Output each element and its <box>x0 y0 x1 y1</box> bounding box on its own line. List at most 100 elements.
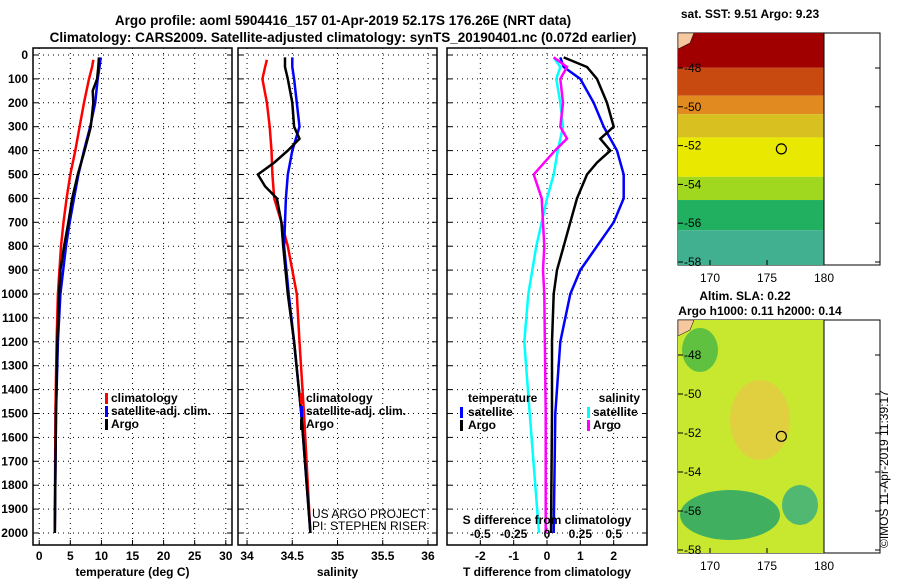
x-tick-label: -1 <box>508 549 519 563</box>
x-tick-label: 10 <box>95 549 109 563</box>
sst-map-title: sat. SST: 9.51 Argo: 9.23 <box>681 7 820 21</box>
x-tick-label: 35.5 <box>371 549 395 563</box>
lat-tick-label: -58 <box>684 543 702 557</box>
series-line-s-argo <box>532 56 569 533</box>
s-diff-tick-label: 0.25 <box>569 527 593 541</box>
legend-label: Argo <box>593 418 621 432</box>
y-tick-label: 200 <box>8 96 28 110</box>
x-tick-label: 15 <box>126 549 140 563</box>
series-line-argo <box>53 57 101 534</box>
series-line-t-satellite <box>552 56 625 534</box>
x-axis-label: temperature (deg C) <box>75 565 189 579</box>
legend-swatch <box>300 393 303 404</box>
title-line-1: Argo profile: aoml 5904416_157 01-Apr-20… <box>115 13 571 28</box>
lat-tick-label: -48 <box>684 61 702 75</box>
lon-tick-label: 180 <box>814 271 834 285</box>
x-tick-label: 34.5 <box>281 549 305 563</box>
profile-panels: 0100200300400500600700800900100011001200… <box>1 47 648 579</box>
x-tick-label: 2 <box>610 549 617 563</box>
legend-label: Argo <box>468 418 496 432</box>
land-coast <box>677 319 695 337</box>
lat-tick-label: -52 <box>684 139 702 153</box>
profile-panel-2: 34 34.5 35 35.5 36 salinity climatologysatelli… <box>237 47 438 579</box>
sst-color-band <box>678 200 824 231</box>
x-tick-label: 1 <box>577 549 584 563</box>
y-tick-label: 600 <box>8 191 28 205</box>
legend-swatch <box>300 419 303 430</box>
legend-title-temperature: temperature <box>468 391 538 405</box>
y-tick-label: 1900 <box>1 502 28 516</box>
maps: sat. SST: 9.51 Argo: 9.23 -48 -50 -52 -54 -56… <box>677 7 881 573</box>
lon-tick-label: 175 <box>757 271 777 285</box>
footer-timestamp: ©IMOS 11-Apr-2019 11:39:17 <box>877 390 891 548</box>
x-tick-label: 0 <box>36 549 43 563</box>
s-diff-axis-label: S difference from climatology <box>463 513 632 527</box>
sst-color-band <box>678 176 824 201</box>
sst-color-band <box>678 137 824 177</box>
y-tick-label: 1000 <box>1 287 28 301</box>
y-tick-label: 1600 <box>1 430 28 444</box>
lat-tick-label: -50 <box>684 100 702 114</box>
lat-tick-label: -54 <box>684 177 702 191</box>
profile-location-marker <box>775 430 787 442</box>
x-tick-label: 30 <box>219 549 233 563</box>
legend-label: Argo <box>111 417 139 431</box>
legend-swatch <box>105 419 108 430</box>
y-tick-label: 1200 <box>1 335 28 349</box>
legend-label: climatology <box>306 391 373 405</box>
sla-map-title: Altim. SLA: 0.22 <box>699 289 791 303</box>
lat-tick-label: -58 <box>684 255 702 269</box>
sst-color-band <box>678 95 824 115</box>
sla-patch <box>682 328 718 372</box>
y-tick-label: 500 <box>8 168 28 182</box>
x-tick-label: 0 <box>544 549 551 563</box>
legend-swatch <box>300 406 303 417</box>
legend-label: satellite-adj. clim. <box>111 404 211 418</box>
x-tick-label: -2 <box>475 549 486 563</box>
land-coast <box>677 32 695 50</box>
lon-tick-label: 175 <box>757 559 777 573</box>
profile-location-marker <box>775 143 787 155</box>
credit-text: PI: STEPHEN RISER <box>312 519 427 533</box>
legend-swatch <box>105 393 108 404</box>
y-tick-label: 400 <box>8 144 28 158</box>
legend-title-salinity: salinity <box>599 391 641 405</box>
y-tick-label: 1400 <box>1 383 28 397</box>
y-tick-label: 1700 <box>1 454 28 468</box>
plot-frame <box>32 47 233 546</box>
x-tick-label: 5 <box>67 549 74 563</box>
legend-swatch <box>587 420 590 431</box>
x-tick-label: 34 <box>240 549 254 563</box>
x-tick-label: 35 <box>331 549 345 563</box>
legend-label: Argo <box>306 417 334 431</box>
series-line-t-argo <box>549 56 616 534</box>
y-tick-label: 1100 <box>2 311 28 325</box>
series-line-s-satellite <box>523 56 565 534</box>
s-diff-tick-label: 0.5 <box>605 527 622 541</box>
lat-tick-label: -50 <box>684 387 702 401</box>
x-tick-label: 36 <box>421 549 435 563</box>
lon-tick-label: 170 <box>700 559 720 573</box>
legend-label: satellite-adj. clim. <box>306 404 406 418</box>
y-tick-label: 1300 <box>1 359 28 373</box>
sst-color-band <box>678 67 824 96</box>
profile-panel-3: -2 -1 0 1 2 T difference from climatology temp… <box>446 47 648 579</box>
y-tick-label: 0 <box>21 48 28 62</box>
legend-swatch <box>105 406 108 417</box>
s-diff-tick-label: -0.25 <box>500 527 528 541</box>
sla-patch <box>680 490 780 540</box>
sst-color-band <box>678 230 824 265</box>
profile-panel-1: 0100200300400500600700800900100011001200… <box>1 47 233 579</box>
lat-tick-label: -48 <box>684 348 702 362</box>
y-tick-label: 700 <box>8 215 28 229</box>
series-line-argo <box>256 57 312 534</box>
sst-color-band <box>678 33 824 68</box>
plot-frame <box>237 47 438 546</box>
lon-tick-label: 180 <box>814 559 834 573</box>
lat-tick-label: -56 <box>684 216 702 230</box>
credit-text: US ARGO PROJECT <box>312 507 427 521</box>
x-axis-label: salinity <box>317 565 359 579</box>
plot-frame <box>446 47 648 546</box>
